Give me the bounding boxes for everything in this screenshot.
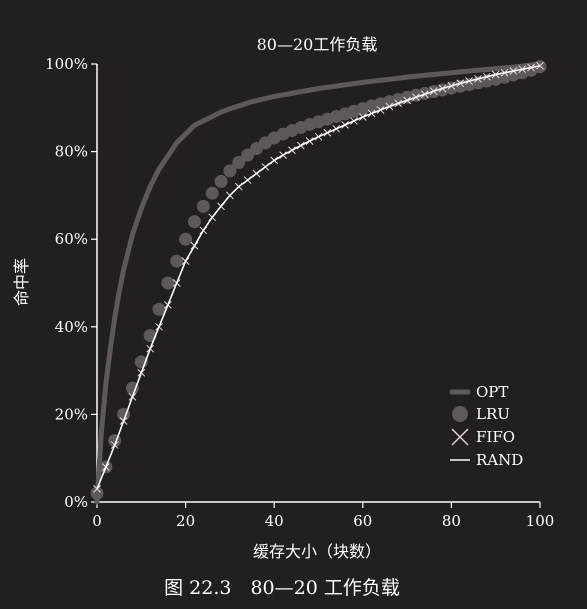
fifo-point (536, 61, 544, 70)
opt-series-line (94, 61, 543, 505)
lru-point (196, 199, 210, 213)
axes (96, 64, 540, 503)
x-axis-label: 缓存大小（块数） (253, 542, 381, 561)
legend: OPT LRU FIFO RAND (450, 383, 523, 469)
lru-point (223, 164, 237, 178)
x-tick-label: 80 (442, 512, 461, 530)
figure-caption: 图 22.3 80—20 工作负载 (164, 577, 400, 599)
legend-label: FIFO (476, 428, 515, 446)
lru-point (170, 254, 184, 268)
fifo-point-stroke (536, 61, 544, 70)
lru-point (125, 381, 139, 395)
legend-lru-swatch (452, 406, 468, 422)
x-tick-label: 40 (265, 512, 284, 530)
lru-point (205, 186, 219, 200)
x-tick-label: 100 (526, 512, 555, 530)
y-tick-label: 80% (55, 143, 88, 161)
rand-series-line (96, 65, 541, 490)
chart-title: 80—20工作负载 (257, 35, 378, 54)
lru-point (232, 156, 246, 170)
lru-point (152, 302, 166, 316)
ticks: 0 20 40 60 80 100 0% 20% 40% 60% 80% 100% (45, 55, 554, 530)
lru-point (179, 232, 193, 246)
lru-point (90, 486, 104, 500)
legend-label: RAND (476, 451, 523, 469)
lru-point (187, 215, 201, 229)
y-axis-label: 命中率 (12, 258, 31, 306)
lru-point (533, 60, 547, 74)
plot-area (90, 60, 547, 505)
x-tick-label: 20 (176, 512, 195, 530)
x-tick-label: 0 (92, 512, 102, 530)
legend-fifo-stroke (451, 428, 469, 446)
lru-point (161, 276, 175, 290)
legend-label: OPT (476, 383, 508, 401)
x-tick-label: 60 (353, 512, 372, 530)
y-tick-label: 40% (55, 318, 88, 336)
y-tick-label: 60% (55, 230, 88, 248)
lru-point (241, 148, 255, 162)
y-tick-label: 100% (45, 55, 88, 73)
legend-label: LRU (476, 405, 510, 423)
y-tick-label: 20% (55, 405, 88, 423)
lru-point (214, 174, 228, 188)
legend-fifo-swatch (451, 428, 469, 446)
y-tick-label: 0% (64, 493, 88, 511)
